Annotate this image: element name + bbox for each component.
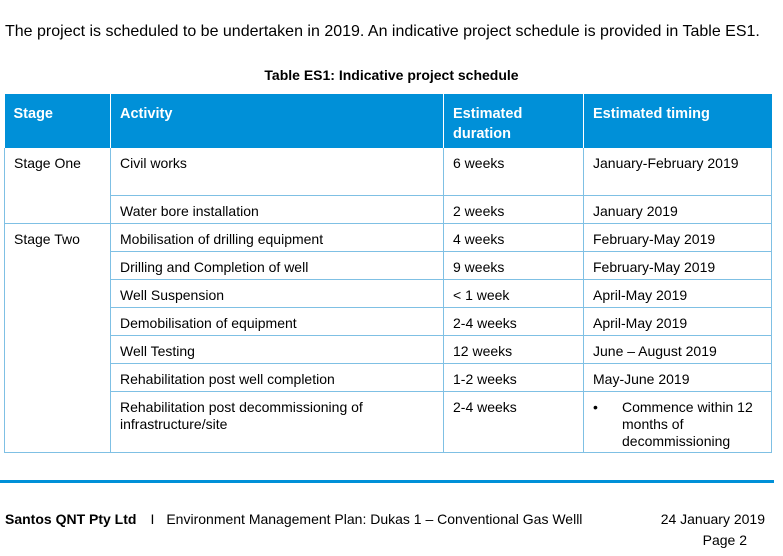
activity-cell: Well Testing xyxy=(110,335,444,364)
timing-cell: May-June 2019 xyxy=(583,363,772,392)
duration-cell: 1-2 weeks xyxy=(443,363,584,392)
timing-cell: January-February 2019 xyxy=(583,148,772,196)
timing-cell: • Commence within 12 months of decommiss… xyxy=(583,391,772,453)
bullet-text: Commence within 12 months of decommissio… xyxy=(622,398,753,449)
timing-cell: April-May 2019 xyxy=(583,279,772,308)
header-duration: Estimated duration xyxy=(443,94,584,148)
duration-cell: 4 weeks xyxy=(443,223,584,252)
activity-cell: Well Suspension xyxy=(110,279,444,308)
duration-cell: 2 weeks xyxy=(443,195,584,224)
table-row: Demobilisation of equipment 2-4 weeks Ap… xyxy=(5,307,772,336)
footer-company: Santos QNT Pty Ltd xyxy=(5,511,137,527)
bullet-icon: • xyxy=(593,398,598,415)
header-activity: Activity xyxy=(110,94,444,148)
stage-cell: Stage One xyxy=(4,148,111,224)
table-row: Rehabilitation post well completion 1-2 … xyxy=(5,363,772,392)
footer-divider xyxy=(0,480,774,483)
activity-cell: Rehabilitation post decommissioning of i… xyxy=(110,391,444,453)
table-row: Well Suspension < 1 week April-May 2019 xyxy=(5,279,772,308)
table-row: Well Testing 12 weeks June – August 2019 xyxy=(5,335,772,364)
table-row: Water bore installation 2 weeks January … xyxy=(5,195,772,224)
timing-cell: June – August 2019 xyxy=(583,335,772,364)
header-timing: Estimated timing xyxy=(583,94,772,148)
bullet-item: • Commence within 12 months of decommiss… xyxy=(593,399,762,450)
timing-cell: January 2019 xyxy=(583,195,772,224)
footer: Santos QNT Pty Ltd I Environment Managem… xyxy=(5,511,765,527)
table-row: Rehabilitation post decommissioning of i… xyxy=(5,391,772,453)
stage-cell: Stage Two xyxy=(4,223,111,453)
activity-cell: Rehabilitation post well completion xyxy=(110,363,444,392)
activity-cell: Civil works xyxy=(110,148,444,196)
duration-cell: 2-4 weeks xyxy=(443,307,584,336)
page-number: Page 2 xyxy=(702,532,747,548)
table-header-row: Stage Activity Estimated duration Estima… xyxy=(4,94,772,148)
activity-cell: Mobilisation of drilling equipment xyxy=(110,223,444,252)
timing-cell: February-May 2019 xyxy=(583,223,772,252)
schedule-table: Stage Activity Estimated duration Estima… xyxy=(4,94,772,453)
duration-cell: 2-4 weeks xyxy=(443,391,584,453)
table-row: Stage Two Mobilisation of drilling equip… xyxy=(4,223,772,453)
footer-document-title: Environment Management Plan: Dukas 1 – C… xyxy=(166,511,583,527)
activity-cell: Demobilisation of equipment xyxy=(110,307,444,336)
duration-cell: 6 weeks xyxy=(443,148,584,196)
footer-date: 24 January 2019 xyxy=(660,511,765,527)
duration-cell: 12 weeks xyxy=(443,335,584,364)
table-caption: Table ES1: Indicative project schedule xyxy=(264,67,519,83)
table-row: Drilling and Completion of well 9 weeks … xyxy=(5,251,772,280)
table-row: Stage One Civil works 6 weeks January-Fe… xyxy=(4,148,772,224)
intro-paragraph: The project is scheduled to be undertake… xyxy=(5,23,760,40)
duration-cell: 9 weeks xyxy=(443,251,584,280)
header-stage: Stage xyxy=(4,94,111,148)
activity-cell: Drilling and Completion of well xyxy=(110,251,444,280)
timing-cell: February-May 2019 xyxy=(583,251,772,280)
duration-cell: < 1 week xyxy=(443,279,584,308)
timing-cell: April-May 2019 xyxy=(583,307,772,336)
footer-separator: I xyxy=(150,511,155,527)
activity-cell: Water bore installation xyxy=(110,195,444,224)
